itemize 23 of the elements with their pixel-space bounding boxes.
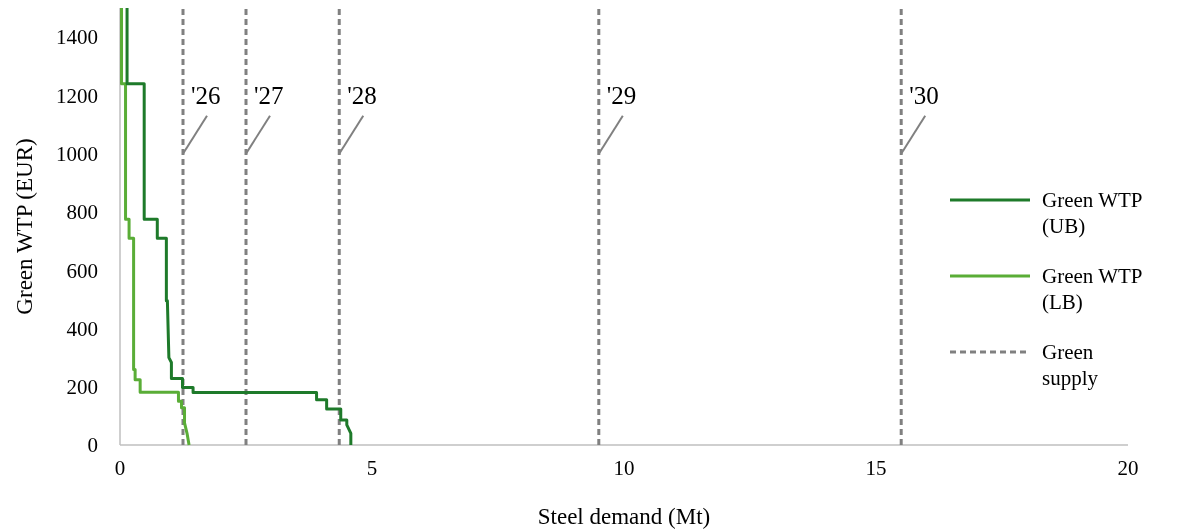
x-tick-label: 5 [366,456,378,480]
x-axis-title: Steel demand (Mt) [537,504,711,529]
legend-label: Green WTP (UB) [1042,188,1143,238]
x-tick-label: 0 [114,456,126,480]
y-tick-label: 400 [66,316,98,341]
x-tick-label: 10 [613,456,635,480]
annotation: '27 [254,81,284,109]
y-tick-label: 1000 [56,142,98,167]
annotation: '30 [909,81,939,109]
y-tick-label: 200 [66,375,98,400]
x-tick-label: 15 [865,456,887,480]
legend-label: Green WTP (LB) [1042,264,1143,314]
annotation: '28 [347,81,377,109]
y-tick-label: 800 [66,200,98,225]
y-tick-label: 1200 [56,83,98,108]
x-tick-label: 20 [1117,456,1139,480]
annotation: '26 [191,81,221,109]
y-tick-label: 600 [66,258,98,283]
annotation: '29 [606,81,637,109]
legend-label: Green supply [1042,340,1099,390]
y-tick-label: 1400 [56,25,98,50]
y-tick-label: 0 [87,433,98,458]
y-axis-title: Green WTP (EUR) [12,138,37,315]
